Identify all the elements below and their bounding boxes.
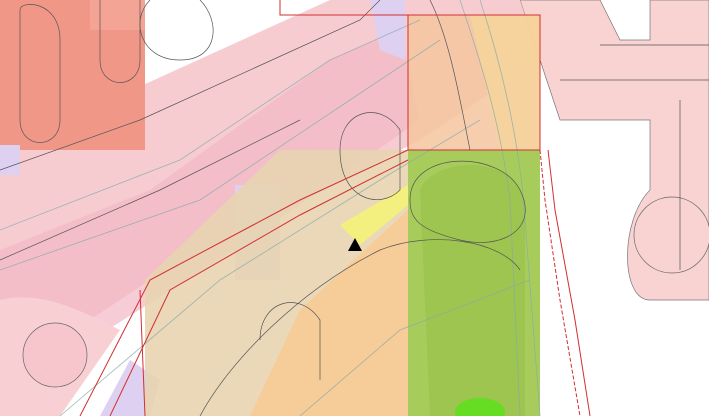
road-line — [0, 39, 441, 271]
location-marker — [348, 238, 362, 251]
orange-area — [250, 210, 408, 416]
road-line — [459, 0, 521, 416]
parcel-line — [199, 239, 521, 416]
pink-circle — [22, 322, 88, 388]
parcel-line — [0, 119, 301, 261]
parcel-outline — [99, 0, 141, 83]
parcel-line — [139, 0, 214, 61]
boundary — [109, 159, 409, 416]
boundary — [79, 149, 409, 416]
green-inner — [420, 165, 525, 416]
pink-circle — [633, 196, 709, 274]
bright-green-patch — [455, 398, 505, 416]
road-line — [299, 279, 531, 416]
salmon-block-dark — [0, 0, 145, 150]
boundary — [279, 0, 540, 16]
parcel-outline — [19, 4, 61, 143]
parcel-line — [560, 44, 709, 270]
boundary — [547, 149, 591, 416]
parcel-line — [0, 0, 381, 171]
parcel-line — [339, 112, 401, 200]
road-line — [479, 0, 541, 416]
boundary — [139, 289, 146, 416]
parcel-line — [259, 302, 321, 380]
yellow-patch — [340, 185, 408, 245]
boundaries — [79, 0, 591, 416]
parcel-line — [409, 160, 526, 243]
lavender-patch — [0, 145, 20, 175]
road-line — [0, 19, 421, 231]
road-lines — [0, 0, 541, 416]
right-parcels — [519, 0, 709, 301]
parcel-lines — [0, 0, 526, 416]
yellow-orange-block — [470, 15, 540, 150]
boundary — [539, 149, 581, 416]
